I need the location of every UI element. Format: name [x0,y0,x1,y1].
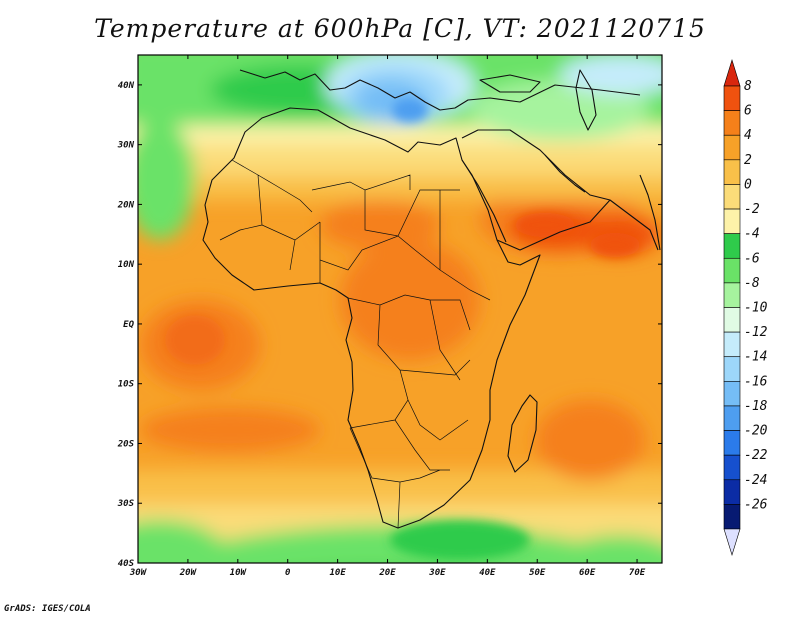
colorbar-label: 0 [744,177,752,192]
colorbar-label: 4 [744,128,752,143]
caspian [575,69,597,131]
lon-tick-label: 40E [479,568,496,578]
colorbar-label: -18 [744,399,768,414]
europe-coast [239,69,641,111]
colorbar-label: 6 [744,104,752,119]
lon-tick-label: 20E [378,568,396,578]
colorbar-swatch [723,110,741,136]
colorbar-label: -8 [744,276,760,291]
colorbar-label: -14 [744,350,767,365]
credit-text: GrADS: IGES/COLA [4,604,91,614]
lon-tick-label: 30W [129,568,148,578]
colorbar: 8 6 4 2 0 -2 -4 -6 -8 -10 -12 -14 -16 -18 -20 -22 -24 -26 [723,58,768,557]
colorbar-label: -2 [744,202,760,217]
lon-tick-label: 10W [230,568,248,578]
lat-tick-label: 40S [118,559,135,569]
colorbar-swatch [723,184,741,210]
colorbar-swatch [723,282,741,308]
india-west [639,174,661,251]
red-sea [461,159,507,243]
colorbar-swatch [723,159,741,185]
map-title: Temperature at 600hPa [C], VT: 202112071… [94,14,706,43]
lat-tick-label: 30N [117,141,135,151]
colorbar-swatch [723,454,741,481]
colorbar-swatch [723,356,741,382]
persian-gulf [544,154,586,193]
colorbar-swatch [723,208,741,234]
colorbar-label: -22 [744,448,768,463]
colorbar-label: -24 [744,473,767,488]
lat-tick-label: 20N [117,200,135,210]
longitude-ticks: 30W 20W 10W 0 10E 20E 30E 40E 50E 60E 70E [129,55,646,578]
colorbar-swatch [723,405,741,431]
lon-tick-label: 20W [179,568,198,578]
black-sea [479,74,541,93]
colorbar-label: -12 [744,325,768,340]
madagascar [507,394,538,473]
lon-tick-label: 10E [329,568,346,578]
lat-tick-label: 10S [118,380,135,390]
colorbar-swatch [723,257,741,284]
colorbar-swatch [723,381,741,407]
colorbar-label: -16 [744,374,768,389]
colorbar-swatch [723,504,741,530]
lon-tick-label: 60E [579,568,596,578]
lat-tick-label: 30S [117,499,135,509]
colorbar-bottom-triangle [723,528,741,557]
colorbar-label: -4 [744,227,760,242]
colorbar-top-triangle [723,58,741,87]
colorbar-swatch [723,430,741,456]
colorbar-swatch [723,85,741,111]
country-borders [219,159,491,529]
africa-coastline [202,107,541,529]
colorbar-swatch [723,233,741,259]
arabia-coast [461,129,659,251]
lon-tick-label: 70E [629,568,646,578]
colorbar-swatch [723,479,741,505]
lon-tick-label: 30E [428,568,446,578]
lat-tick-label: EQ [123,320,134,330]
coastlines [202,69,661,529]
colorbar-swatch [723,307,741,333]
temperature-field [138,55,662,563]
colorbar-label: -10 [744,301,768,316]
colorbar-swatch [723,134,741,161]
lon-tick-label: 0 [285,568,291,578]
colorbar-label: -6 [744,251,760,266]
lat-tick-label: 10N [118,260,135,270]
colorbar-label: 2 [744,153,752,168]
lon-tick-label: 50E [529,568,546,578]
plot-frame [137,54,663,564]
lat-tick-label: 20S [117,439,135,449]
latitude-ticks: 40N 30N 20N 10N EQ 10S 20S 30S 40S [117,81,662,569]
colorbar-label: -26 [744,497,768,512]
colorbar-label: 8 [744,79,752,94]
colorbar-swatch [723,331,741,358]
colorbar-label: -20 [744,424,768,439]
lat-tick-label: 40N [118,81,135,91]
